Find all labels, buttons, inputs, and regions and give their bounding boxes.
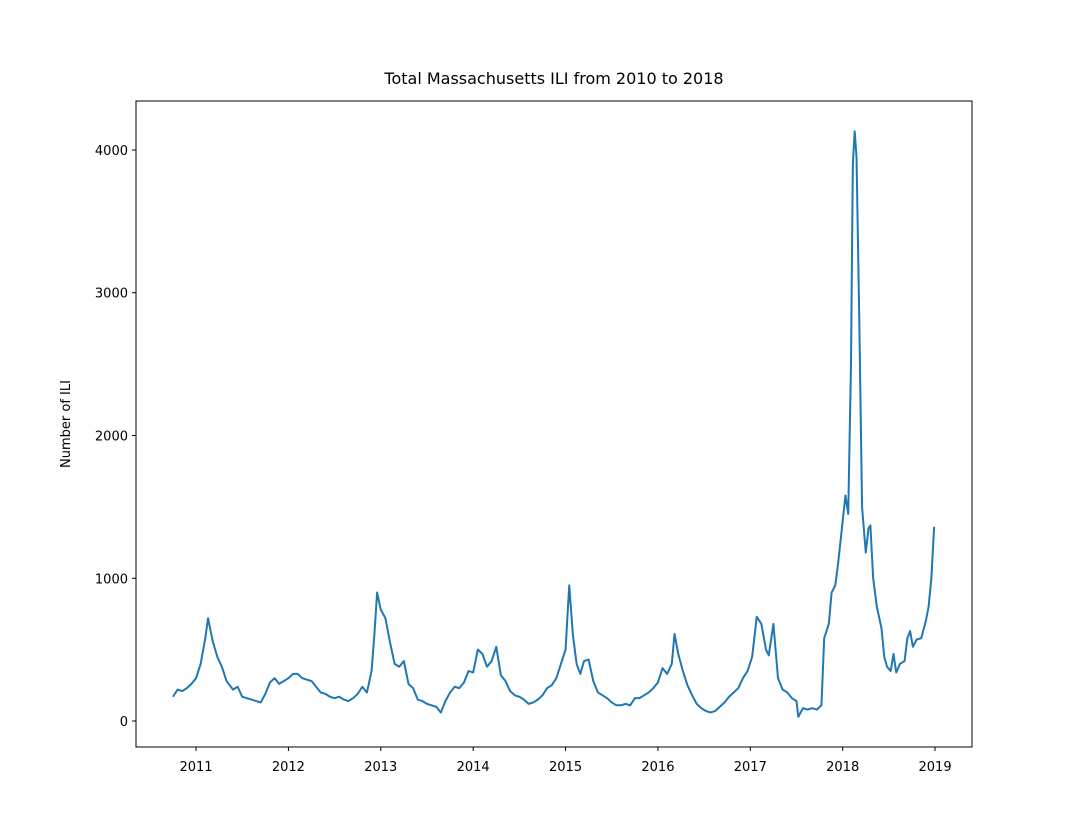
y-tick-label: 0 xyxy=(120,715,128,730)
y-tick-label: 2000 xyxy=(95,429,128,444)
x-tick-label: 2011 xyxy=(179,760,212,775)
x-tick-label: 2014 xyxy=(457,760,490,775)
x-tick-label: 2016 xyxy=(641,760,674,775)
y-axis-label: Number of ILI xyxy=(59,380,74,468)
y-tick-label: 1000 xyxy=(95,572,128,587)
x-tick-label: 2018 xyxy=(826,760,859,775)
chart-title: Total Massachusetts ILI from 2010 to 201… xyxy=(383,69,723,88)
data-line xyxy=(172,130,936,718)
plot-frame xyxy=(135,100,973,748)
x-tick-label: 2017 xyxy=(734,760,767,775)
y-tick-label: 3000 xyxy=(95,287,128,302)
x-tick-label: 2012 xyxy=(272,760,305,775)
x-tick-label: 2015 xyxy=(549,760,582,775)
y-tick-label: 4000 xyxy=(95,144,128,159)
x-tick-label: 2013 xyxy=(364,760,397,775)
x-tick-label: 2019 xyxy=(919,760,952,775)
